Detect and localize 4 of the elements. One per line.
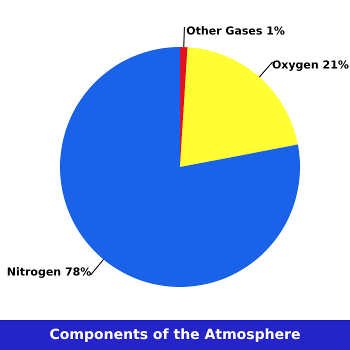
slice-label: Oxygen 21% — [272, 58, 349, 72]
slice-label: Other Gases 1% — [186, 24, 285, 38]
text: Components of the Atmosphere — [0, 320, 350, 350]
slice-label: Nitrogen 78% — [6, 265, 92, 278]
